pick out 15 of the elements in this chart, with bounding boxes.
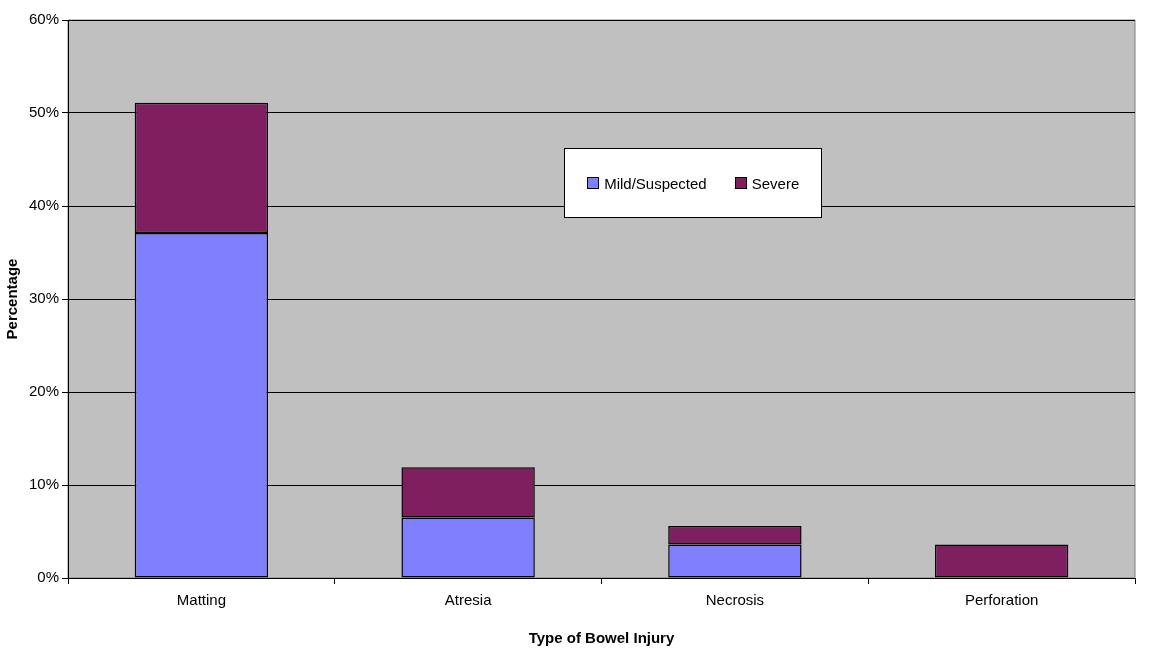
y-tick-label: 20% [28, 382, 60, 400]
x-tick-label: Atresia [444, 591, 493, 609]
x-tick-label: Matting [176, 591, 226, 609]
y-tick-label: 60% [28, 10, 60, 28]
legend-label: Mild/Suspected [604, 174, 707, 192]
x-tick-label: Necrosis [705, 591, 765, 609]
x-tick-label: Perforation [964, 591, 1039, 609]
y-tick-label: 30% [28, 289, 60, 307]
y-tick-label: 0% [37, 568, 60, 586]
y-tick-label: 50% [28, 103, 60, 121]
legend-label: Severe [751, 174, 800, 192]
x-axis-title: Type of Bowel Injury [528, 629, 675, 647]
y-tick-label: 40% [28, 196, 60, 214]
y-axis-title: Percentage [3, 258, 21, 340]
y-tick-label: 10% [28, 475, 60, 493]
